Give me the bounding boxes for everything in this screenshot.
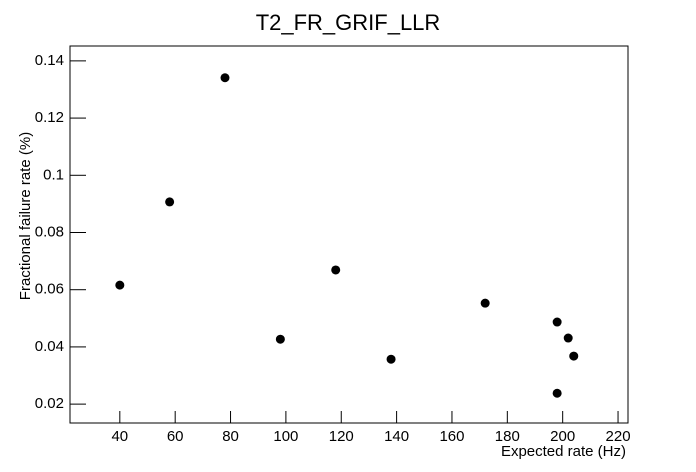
y-tick-label: 0.14 <box>35 52 64 69</box>
x-tick-label: 100 <box>273 428 298 445</box>
y-tick-label: 0.02 <box>35 395 64 412</box>
x-tick-label: 40 <box>111 428 128 445</box>
x-tick-label: 80 <box>222 428 239 445</box>
x-tick-label: 220 <box>606 428 631 445</box>
x-tick-label: 160 <box>439 428 464 445</box>
x-axis-label: Expected rate (Hz) <box>501 443 626 460</box>
x-tick-label: 120 <box>329 428 354 445</box>
x-tick-label: 200 <box>550 428 575 445</box>
y-tick-label: 0.06 <box>35 281 64 298</box>
chart-title: T2_FR_GRIF_LLR <box>256 10 441 35</box>
point <box>165 197 175 207</box>
plot-frame <box>69 45 629 424</box>
point <box>331 265 341 275</box>
point <box>552 388 562 398</box>
y-tick-label: 0.1 <box>43 166 64 183</box>
x-tick-label: 60 <box>167 428 184 445</box>
y-tick-label: 0.08 <box>35 223 64 240</box>
x-tick-label: 140 <box>384 428 409 445</box>
point <box>386 354 396 364</box>
y-tick-label: 0.04 <box>35 338 64 355</box>
point <box>552 317 562 327</box>
point <box>115 280 125 290</box>
y-axis-label: Fractional failure rate (%) <box>17 132 34 300</box>
point <box>480 298 490 308</box>
y-tick-label: 0.12 <box>35 109 64 126</box>
point <box>275 334 285 344</box>
point <box>220 73 230 83</box>
point <box>569 351 579 361</box>
point <box>563 333 573 343</box>
x-tick-label: 180 <box>495 428 520 445</box>
